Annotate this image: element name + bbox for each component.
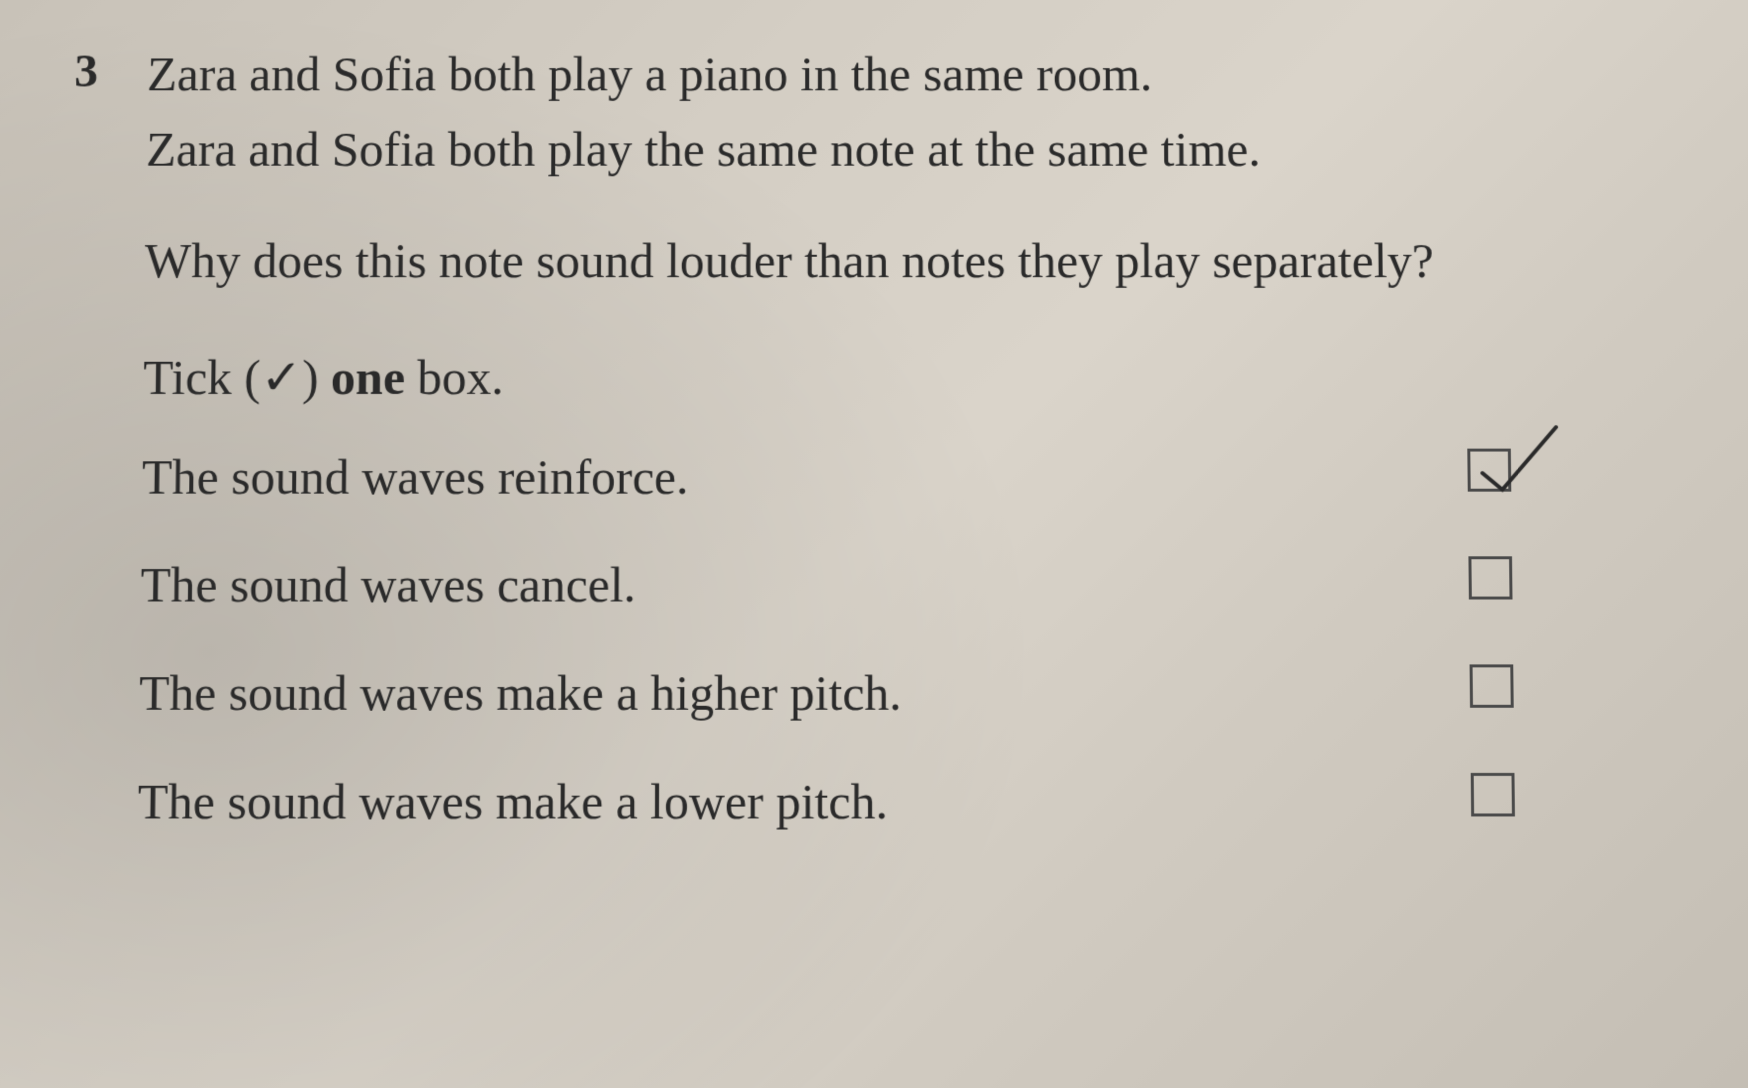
checkbox[interactable] bbox=[1470, 664, 1514, 707]
question-container: 3 Zara and Sofia both play a piano in th… bbox=[63, 40, 1685, 879]
option-text: The sound waves make a lower pitch. bbox=[137, 770, 888, 834]
option-row: The sound waves cancel. bbox=[140, 553, 1528, 617]
checkbox-container[interactable] bbox=[1471, 772, 1531, 831]
instruction-bold: one bbox=[331, 350, 406, 405]
intro-line-2: Zara and Sofia both play the same note a… bbox=[146, 115, 1675, 183]
checkbox-container[interactable] bbox=[1468, 556, 1528, 615]
checkbox[interactable] bbox=[1467, 448, 1511, 491]
checkbox[interactable] bbox=[1471, 772, 1515, 816]
instruction-suffix: box. bbox=[405, 350, 504, 405]
option-row: The sound waves reinforce. bbox=[141, 446, 1527, 510]
tick-instruction: Tick (✓) one box. bbox=[143, 343, 1679, 411]
option-row: The sound waves make a lower pitch. bbox=[137, 770, 1531, 834]
intro-line-1: Zara and Sofia both play a piano in the … bbox=[147, 40, 1674, 108]
checkbox[interactable] bbox=[1468, 556, 1512, 599]
worksheet-page: 3 Zara and Sofia both play a piano in th… bbox=[0, 21, 1748, 1088]
checkbox-container[interactable] bbox=[1470, 664, 1530, 723]
tick-glyph: ✓ bbox=[260, 350, 302, 405]
option-text: The sound waves cancel. bbox=[140, 553, 636, 617]
checkbox-container[interactable] bbox=[1467, 448, 1527, 507]
option-row: The sound waves make a higher pitch. bbox=[139, 661, 1530, 725]
option-text: The sound waves reinforce. bbox=[141, 446, 688, 510]
question-number: 3 bbox=[63, 40, 98, 879]
instruction-prefix: Tick ( bbox=[143, 350, 261, 405]
question-body: Zara and Sofia both play a piano in the … bbox=[137, 40, 1685, 879]
option-text: The sound waves make a higher pitch. bbox=[139, 661, 902, 725]
instruction-mid: ) bbox=[302, 350, 331, 405]
question-prompt: Why does this note sound louder than not… bbox=[144, 227, 1676, 295]
